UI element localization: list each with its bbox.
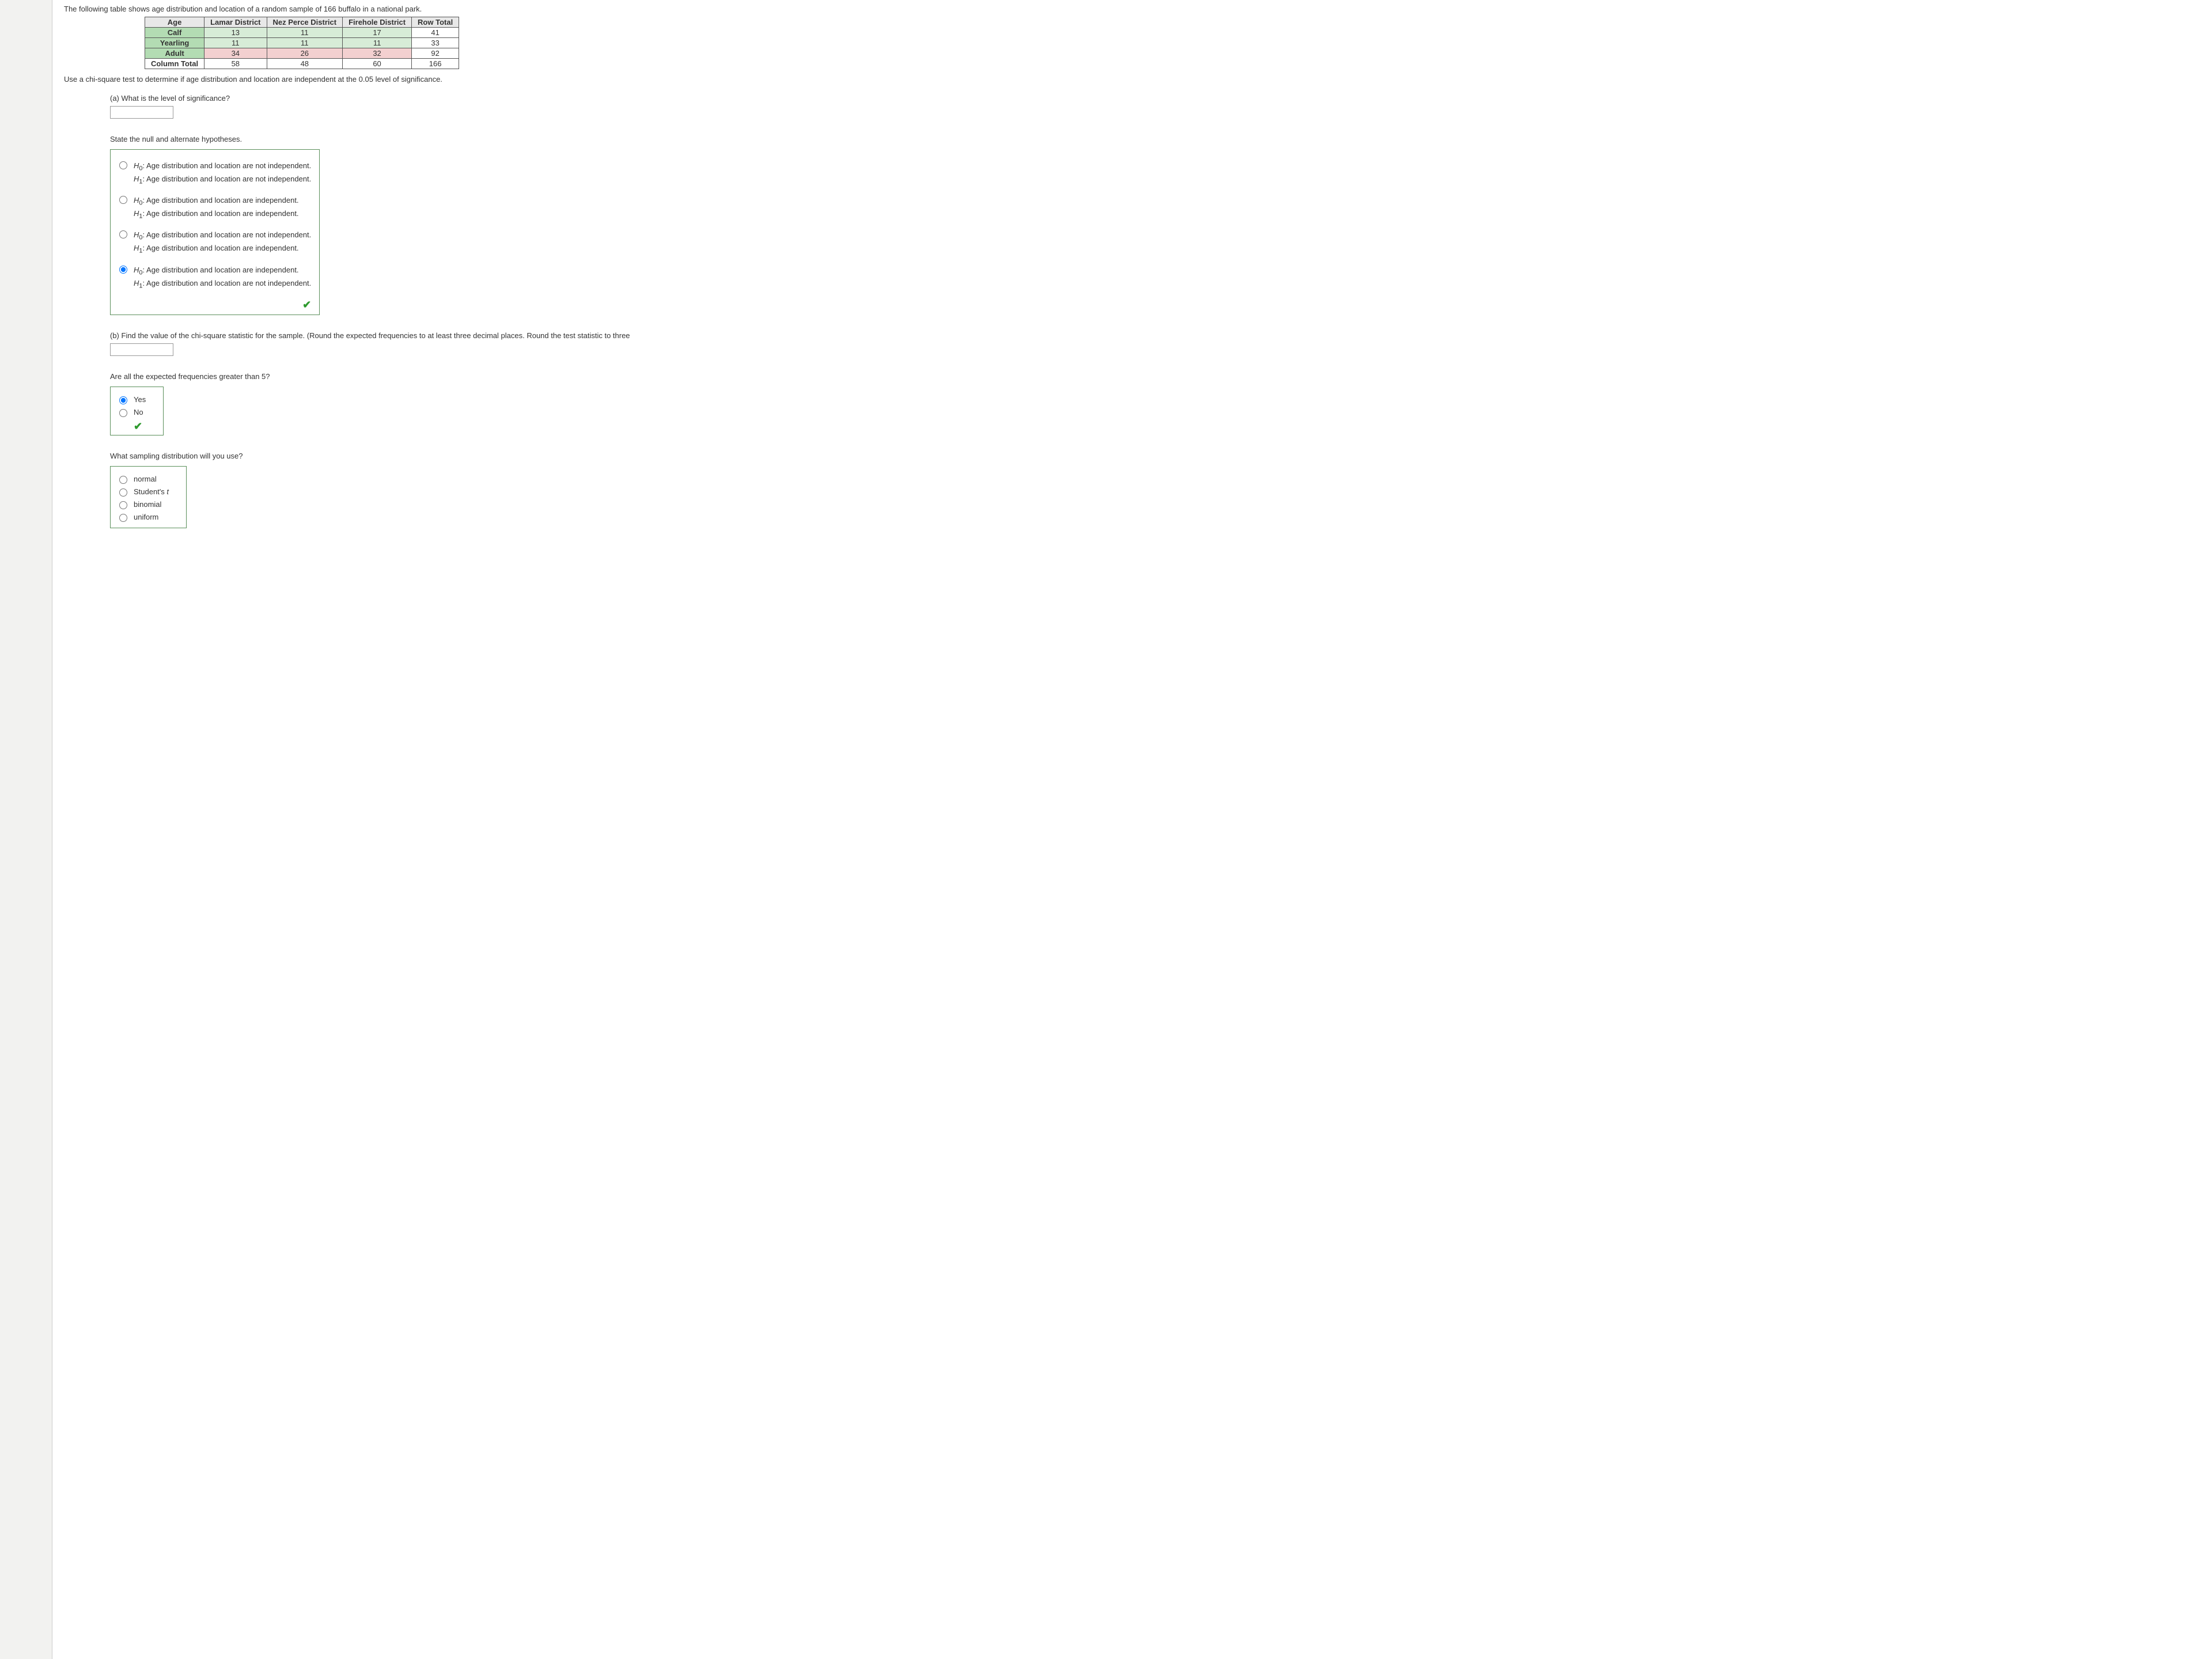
checkmark-icon: ✔	[134, 421, 146, 433]
table-cell: 33	[412, 38, 459, 48]
table-row-label: Yearling	[145, 38, 204, 48]
table-cell: 34	[204, 48, 267, 59]
hypothesis-radio[interactable]	[119, 161, 127, 169]
table-cell: 13	[204, 28, 267, 38]
hypotheses-block: State the null and alternate hypotheses.…	[110, 135, 2200, 315]
sampling-dist-block: What sampling distribution will you use?…	[110, 452, 2200, 528]
sampling-dist-radio[interactable]	[119, 514, 127, 522]
table-cell: 166	[412, 59, 459, 69]
table-header: Age	[145, 17, 204, 28]
chi-square-input[interactable]	[110, 343, 173, 356]
table-cell: 32	[343, 48, 412, 59]
sampling-dist-label: normal	[134, 475, 157, 483]
hypotheses-choice-box: H0: Age distribution and location are no…	[110, 149, 320, 315]
hypothesis-radio[interactable]	[119, 266, 127, 274]
part-b-question: (b) Find the value of the chi-square sta…	[110, 331, 2200, 340]
hypothesis-text: H0: Age distribution and location are no…	[134, 229, 311, 256]
table-cell: 11	[343, 38, 412, 48]
expected-freq-option[interactable]: No	[116, 408, 146, 417]
expected-freq-label: No	[134, 408, 143, 416]
sampling-dist-radio[interactable]	[119, 488, 127, 497]
table-row-label: Calf	[145, 28, 204, 38]
table-cell: 48	[267, 59, 343, 69]
expected-freq-option[interactable]: Yes	[116, 395, 146, 404]
expected-freq-label: Yes	[134, 395, 146, 404]
hypothesis-radio[interactable]	[119, 196, 127, 204]
hypothesis-option[interactable]: H0: Age distribution and location are no…	[116, 160, 311, 187]
sampling-dist-option[interactable]: normal	[116, 475, 169, 484]
part-a-block: (a) What is the level of significance?	[110, 94, 2200, 119]
hypothesis-text: H0: Age distribution and location are no…	[134, 160, 311, 187]
table-cell: 11	[267, 28, 343, 38]
table-cell: 11	[267, 38, 343, 48]
sampling-dist-option[interactable]: uniform	[116, 513, 169, 522]
significance-input[interactable]	[110, 106, 173, 119]
sampling-dist-prompt: What sampling distribution will you use?	[110, 452, 2200, 460]
table-cell: 92	[412, 48, 459, 59]
hypothesis-option[interactable]: H0: Age distribution and location are in…	[116, 264, 311, 291]
expected-freq-radio[interactable]	[119, 409, 127, 417]
sampling-dist-option[interactable]: Student's t	[116, 487, 169, 497]
expected-freq-choice-box: Yes No ✔	[110, 387, 164, 435]
hypothesis-text: H0: Age distribution and location are in…	[134, 195, 299, 221]
table-cell: 58	[204, 59, 267, 69]
table-cell: 60	[343, 59, 412, 69]
table-cell: 11	[204, 38, 267, 48]
hypotheses-prompt: State the null and alternate hypotheses.	[110, 135, 2200, 143]
table-header: Row Total	[412, 17, 459, 28]
hypothesis-option[interactable]: H0: Age distribution and location are in…	[116, 195, 311, 221]
sampling-dist-label: Student's t	[134, 487, 169, 496]
hypothesis-text: H0: Age distribution and location are in…	[134, 264, 311, 291]
intro-text: The following table shows age distributi…	[64, 5, 2200, 13]
part-b-block: (b) Find the value of the chi-square sta…	[110, 331, 2200, 356]
part-a-question: (a) What is the level of significance?	[110, 94, 2200, 103]
sampling-dist-choice-box: normal Student's t binomial uniform	[110, 466, 187, 528]
page-container: The following table shows age distributi…	[52, 0, 2212, 1659]
hypothesis-radio[interactable]	[119, 230, 127, 238]
table-cell: 17	[343, 28, 412, 38]
table-header: Nez Perce District	[267, 17, 343, 28]
buffalo-table: AgeLamar DistrictNez Perce DistrictFireh…	[145, 17, 459, 69]
table-cell: 26	[267, 48, 343, 59]
expected-freq-radio[interactable]	[119, 396, 127, 404]
chi-square-instruction: Use a chi-square test to determine if ag…	[64, 75, 2200, 84]
expected-freq-prompt: Are all the expected frequencies greater…	[110, 372, 2200, 381]
table-header: Firehole District	[343, 17, 412, 28]
sampling-dist-label: binomial	[134, 500, 161, 509]
table-cell: 41	[412, 28, 459, 38]
table-row-label: Column Total	[145, 59, 204, 69]
table-row-label: Adult	[145, 48, 204, 59]
expected-freq-block: Are all the expected frequencies greater…	[110, 372, 2200, 435]
table-header: Lamar District	[204, 17, 267, 28]
sampling-dist-radio[interactable]	[119, 476, 127, 484]
sampling-dist-label: uniform	[134, 513, 158, 521]
sampling-dist-radio[interactable]	[119, 501, 127, 509]
sampling-dist-option[interactable]: binomial	[116, 500, 169, 509]
hypothesis-option[interactable]: H0: Age distribution and location are no…	[116, 229, 311, 256]
checkmark-icon: ✔	[116, 299, 311, 311]
